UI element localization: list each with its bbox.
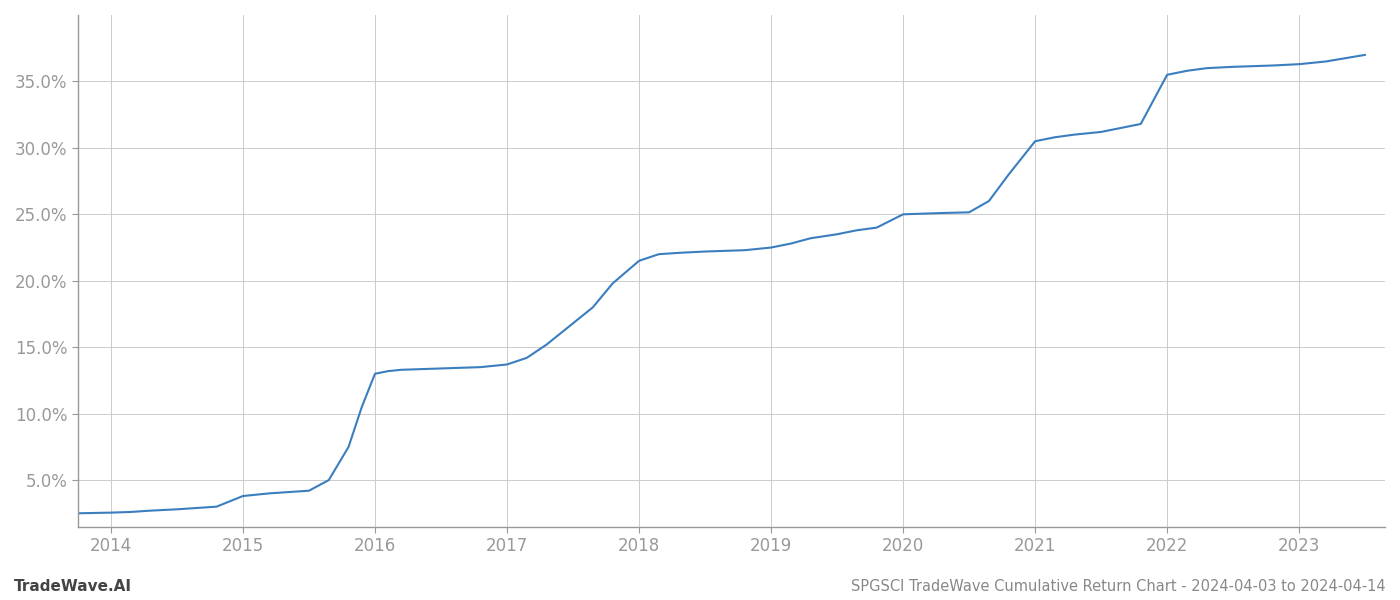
Text: SPGSCI TradeWave Cumulative Return Chart - 2024-04-03 to 2024-04-14: SPGSCI TradeWave Cumulative Return Chart…: [851, 579, 1386, 594]
Text: TradeWave.AI: TradeWave.AI: [14, 579, 132, 594]
